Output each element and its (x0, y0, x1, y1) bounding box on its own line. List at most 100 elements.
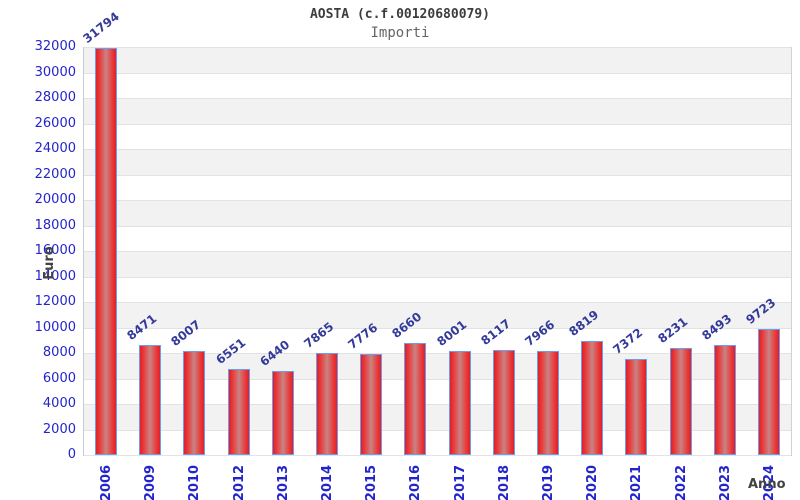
bar-slot: 6440 (257, 47, 305, 455)
bar-value-label: 7776 (345, 320, 381, 352)
x-tick-label: 2020 (584, 464, 600, 500)
x-tick-label: 2014 (319, 464, 335, 500)
bar-slot: 8001 (434, 47, 482, 455)
bar-slot: 8231 (654, 47, 702, 455)
bar-value-label: 9723 (743, 295, 779, 327)
gridline (84, 379, 791, 380)
plot-band (84, 225, 791, 251)
bar-slot: 8007 (169, 47, 216, 455)
x-tick-label: 2015 (363, 464, 379, 500)
y-tick-label: 22000 (34, 166, 76, 182)
y-tick-label: 12000 (34, 294, 76, 309)
x-axis-label: Anno (748, 477, 786, 492)
gridline (84, 328, 791, 329)
y-axis-label: Euro (41, 246, 57, 280)
x-tick-label: 2009 (142, 464, 158, 500)
y-tick-label: 30000 (34, 64, 76, 80)
plot-band (84, 276, 791, 302)
gridline (84, 98, 791, 99)
gridline (84, 404, 791, 405)
gridline (84, 149, 791, 150)
x-tick-label: 2017 (452, 464, 468, 500)
bar-value-label: 7372 (610, 325, 646, 357)
x-tick-label: 2006 (98, 464, 114, 500)
bar-value-label: 8819 (566, 307, 602, 339)
x-tick-label: 2019 (540, 464, 556, 500)
y-tick-label: 28000 (34, 90, 76, 105)
bar-value-label: 8493 (699, 311, 735, 343)
bar (360, 354, 383, 455)
plot-band (84, 98, 791, 124)
bar-value-label: 6440 (257, 337, 293, 369)
bar-slot: 8493 (699, 47, 747, 455)
gridline (84, 302, 791, 303)
bar-slot: 6551 (213, 47, 261, 455)
bar (625, 359, 648, 455)
chart-subtitle: Importi (370, 25, 430, 41)
y-tick-label: 20000 (34, 192, 76, 207)
x-tick-label: 2018 (496, 464, 512, 500)
y-tick-label: 26000 (34, 115, 76, 131)
bar (95, 48, 118, 455)
bar-value-label: 8471 (124, 311, 160, 343)
bar-slot: 7865 (301, 47, 349, 455)
bar-slot: 8471 (124, 47, 172, 455)
plot-band (84, 302, 791, 328)
bar-value-label: 7966 (522, 317, 558, 349)
x-tick-label: 2010 (186, 464, 202, 500)
y-tick-label: 8000 (42, 345, 76, 360)
bar-slot: 7776 (345, 47, 393, 455)
x-tick-label: 2013 (275, 464, 291, 500)
bar-slot: 7372 (610, 47, 658, 455)
y-tick-label: 14000 (34, 268, 76, 284)
bar-slot: 31794 (80, 9, 128, 455)
gridline (84, 251, 791, 252)
y-tick-label: 18000 (34, 217, 76, 233)
bar (271, 371, 294, 455)
gridline (84, 455, 791, 456)
y-tick-label: 32000 (34, 39, 76, 54)
bar (139, 345, 162, 455)
y-tick-label: 4000 (42, 396, 76, 411)
bar (581, 341, 604, 455)
gridline (84, 226, 791, 227)
plot-band (84, 47, 791, 73)
gridline (84, 73, 791, 74)
y-tick-label: 16000 (34, 243, 76, 258)
bar (713, 345, 736, 455)
y-tick-label: 10000 (34, 319, 76, 335)
x-tick-label: 2012 (231, 464, 247, 500)
x-tick-label: 2023 (717, 464, 733, 500)
bar (316, 353, 339, 455)
bar (183, 351, 206, 455)
y-tick-label: 6000 (42, 370, 76, 386)
bar-value-label: 8231 (654, 314, 690, 346)
gridline (84, 175, 791, 176)
bar (492, 350, 515, 455)
bar-slot: 8117 (478, 47, 526, 455)
chart-title: AOSTA (c.f.00120680079) (309, 7, 490, 22)
plot-area: 31794 2006 8471 2009 8007 2010 6551 2012 6440 201… (80, 9, 792, 500)
gridline (84, 124, 791, 125)
plot-band (84, 123, 791, 149)
bar-value-label: 6551 (213, 335, 248, 367)
bar (536, 351, 559, 455)
gridline (84, 200, 791, 201)
y-tick-label: 24000 (34, 141, 76, 156)
y-tick-label: 0 (67, 447, 76, 462)
bar (669, 348, 692, 455)
bar (448, 351, 471, 455)
plot-band (84, 149, 791, 175)
bar-value-label: 8117 (478, 316, 514, 348)
bar-slot: 8819 (566, 47, 614, 455)
x-tick-label: 2022 (673, 464, 689, 500)
x-tick-label: 2021 (628, 464, 644, 500)
bar-value-label: 7865 (301, 319, 337, 351)
gridline (84, 277, 791, 278)
gridline (84, 353, 791, 354)
bar (404, 343, 427, 455)
plot-band (84, 251, 791, 277)
gridline (84, 47, 791, 48)
y-tick-label: 2000 (42, 421, 76, 437)
